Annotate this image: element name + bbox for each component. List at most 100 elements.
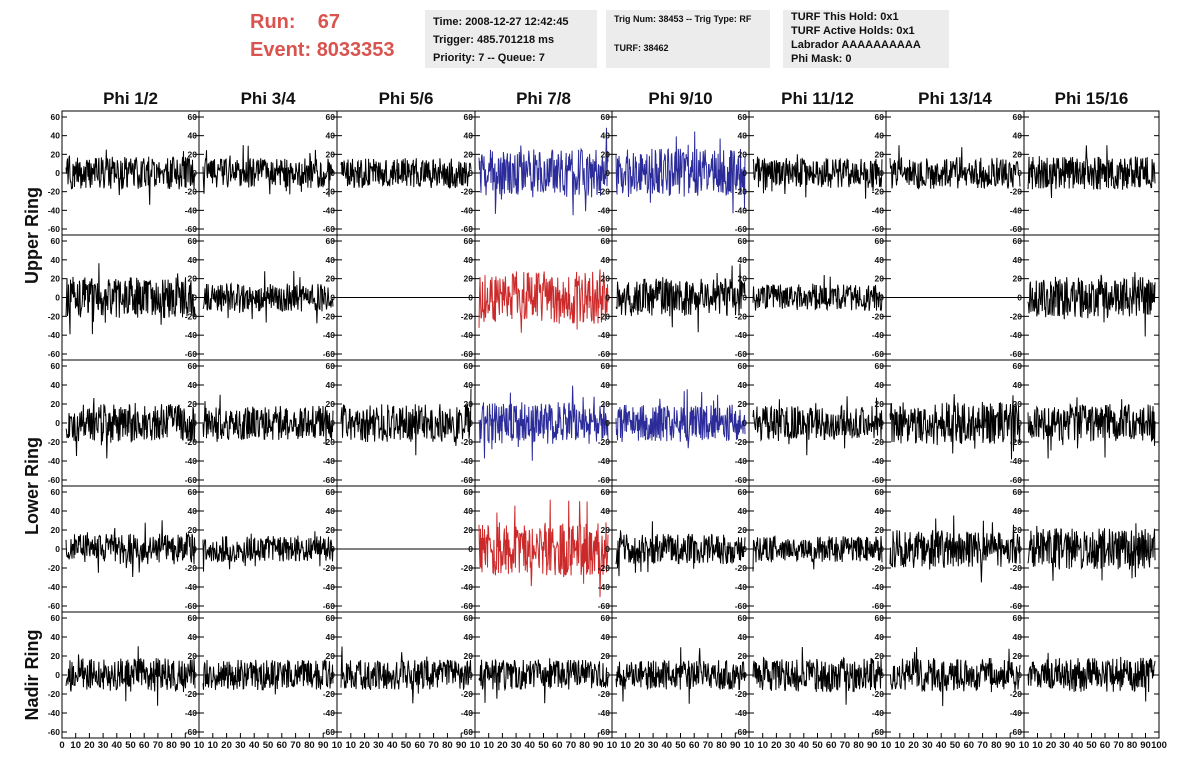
y-tick-label: -20 [735,437,748,447]
y-tick-label: 20 [875,525,885,535]
phi-mask-text: Phi Mask: 0 [791,53,852,65]
y-tick-label: 60 [326,112,336,122]
y-tick-label: 0 [192,418,197,428]
y-tick-label: -20 [1010,689,1023,699]
y-tick-label: 60 [1013,361,1023,371]
y-tick-label: -40 [48,582,61,592]
turf-hold-text: TURF This Hold: 0x1 [791,11,899,23]
y-tick-label: 0 [605,418,610,428]
x-tick-label: 50 [538,740,549,751]
y-tick-label: -60 [185,601,198,611]
x-tick-label: 70 [1113,740,1124,751]
y-tick-label: 60 [188,613,198,623]
y-tick-label: -60 [461,727,474,737]
waveform-trace [1027,523,1156,581]
x-tick-label: 40 [936,740,947,751]
y-tick-label: -20 [461,563,474,573]
y-tick-label: 0 [330,293,335,303]
y-tick-label: 40 [601,131,611,141]
column-header: Phi 3/4 [241,89,296,108]
event-value: 8033353 [316,39,395,61]
y-tick-label: 0 [742,544,747,554]
y-tick-label: 0 [742,418,747,428]
y-tick-label: -20 [323,563,336,573]
y-tick-label: 0 [192,544,197,554]
x-tick-label: 10 [483,740,494,751]
y-tick-label: 0 [1017,670,1022,680]
y-tick-label: 40 [51,131,61,141]
y-tick-label: 20 [464,651,474,661]
y-tick-label: 60 [875,112,885,122]
y-tick-label: 0 [330,168,335,178]
y-tick-label: -60 [598,224,611,234]
waveform-trace [478,658,609,704]
y-tick-label: -60 [735,727,748,737]
y-tick-label: 20 [738,274,748,284]
y-tick-label: 40 [464,255,474,265]
y-tick-label: 40 [326,255,336,265]
y-tick-label: 0 [1017,544,1022,554]
waveform-trace [478,385,609,461]
y-tick-label: -20 [461,311,474,321]
column-header: Phi 13/14 [918,89,992,108]
y-tick-label: 0 [605,293,610,303]
y-tick-label: -60 [1010,475,1023,485]
ring-label: Lower Ring [22,437,42,535]
y-tick-label: 0 [55,168,60,178]
y-tick-label: 40 [738,380,748,390]
y-tick-label: 20 [326,149,336,159]
waveform-trace [752,646,883,705]
y-tick-label: 60 [464,487,474,497]
y-tick-label: 40 [601,506,611,516]
y-tick-label: 40 [326,380,336,390]
y-tick-label: -60 [185,349,198,359]
x-tick-label: 40 [112,740,123,751]
y-tick-label: 20 [51,525,61,535]
y-tick-label: 60 [188,112,198,122]
y-tick-label: -20 [735,689,748,699]
y-tick-label: 40 [188,255,198,265]
y-tick-label: 0 [879,670,884,680]
y-tick-label: 40 [51,255,61,265]
y-tick-label: -40 [461,708,474,718]
x-tick-label: 30 [235,740,246,751]
y-tick-label: 40 [875,506,885,516]
time-text: Time: 2008-12-27 12:42:45 [433,16,569,28]
time-info-panel: Time: 2008-12-27 12:42:45 Trigger: 485.7… [425,10,597,68]
y-tick-label: 40 [464,131,474,141]
y-tick-label: -40 [48,456,61,466]
y-tick-label: 40 [601,255,611,265]
waveform-trace [202,531,334,572]
run-value: 67 [317,11,341,33]
x-tick-label: 70 [153,740,164,751]
y-tick-label: -60 [1010,349,1023,359]
y-tick-label: 20 [188,651,198,661]
y-tick-label: 0 [330,418,335,428]
y-tick-label: 60 [51,361,61,371]
waveform-trace [1027,272,1156,337]
waveform-trace [615,647,746,704]
x-tick-label: 20 [359,740,370,751]
x-tick-label: 90 [867,740,878,751]
y-tick-label: 40 [1013,131,1023,141]
x-tick-label: 10 [607,740,618,751]
y-tick-label: -20 [872,563,885,573]
y-tick-label: -20 [323,689,336,699]
x-tick-label: 20 [1046,740,1057,751]
y-tick-label: 20 [188,274,198,284]
y-tick-label: -40 [872,708,885,718]
x-tick-label: 30 [98,740,109,751]
y-tick-label: 60 [326,613,336,623]
y-tick-label: 0 [468,544,473,554]
x-tick-label: 90 [318,740,329,751]
x-tick-label: 50 [1086,740,1097,751]
x-tick-label: 10 [208,740,219,751]
y-tick-label: -20 [461,689,474,699]
x-tick-label: 70 [840,740,851,751]
waveform-trace [615,131,746,214]
x-tick-label: 30 [1059,740,1070,751]
y-tick-label: 0 [879,168,884,178]
y-tick-label: 60 [601,613,611,623]
ring-label: Upper Ring [22,187,42,284]
y-tick-label: 60 [464,112,474,122]
